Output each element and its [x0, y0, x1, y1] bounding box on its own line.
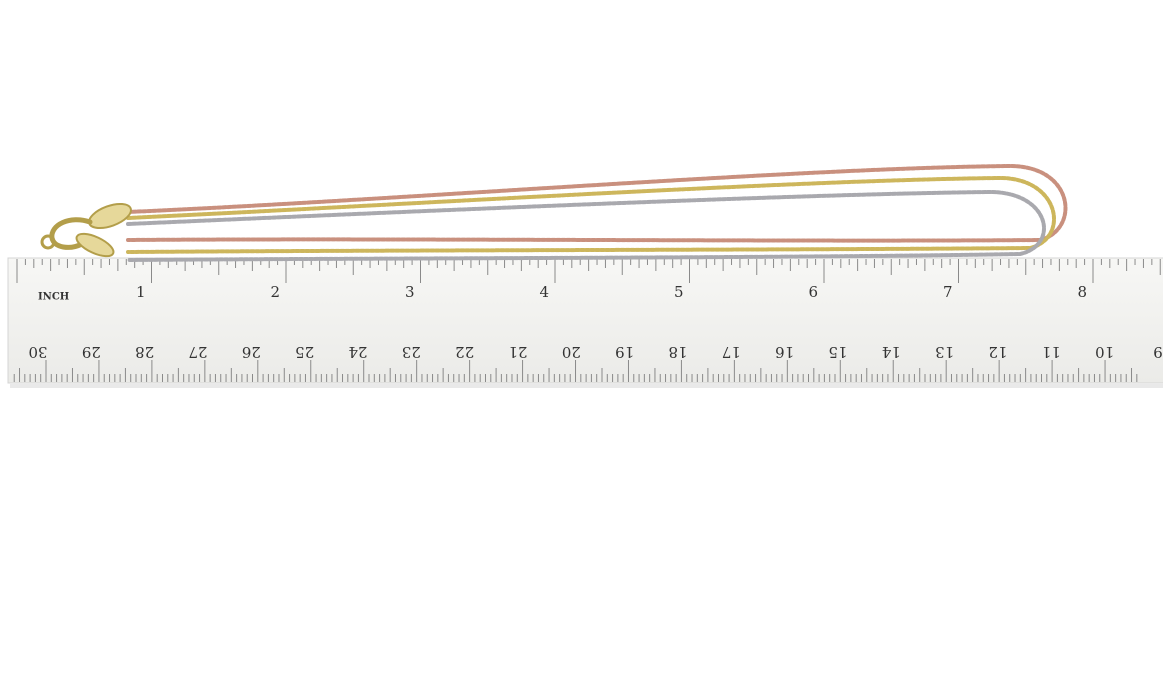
unit-label: INCH	[38, 292, 69, 303]
inch-label: 2	[270, 283, 280, 301]
cm-label: 24	[348, 343, 367, 361]
cm-label: 18	[668, 343, 687, 361]
yellow-gold-strand	[126, 175, 1056, 254]
cm-label: 21	[508, 343, 527, 361]
white-gold-strand	[126, 189, 1046, 262]
ruler-labels: 1 2 3 4 5 6 7 830 29 28 27 26 25 24 23 22 21 20 19 18 17 16 15…	[28, 283, 1162, 361]
cm-label: 19	[615, 343, 634, 361]
cm-label: 26	[242, 343, 261, 361]
inch-label: 3	[405, 283, 415, 301]
ruler-shadow	[10, 384, 1163, 388]
ruler	[7, 257, 1163, 384]
cm-label: 29	[82, 343, 101, 361]
cm-label: 14	[882, 343, 901, 361]
cm-label: 22	[455, 343, 474, 361]
necklace	[40, 163, 1068, 262]
cm-label: 20	[562, 343, 581, 361]
cm-label: 25	[295, 343, 314, 361]
inch-label: 8	[1077, 283, 1087, 301]
cm-label: 13	[935, 343, 954, 361]
cm-label: 12	[988, 343, 1007, 361]
inch-label: 6	[808, 283, 818, 301]
clasp	[40, 202, 132, 258]
rose-gold-strand	[126, 163, 1068, 243]
inch-label: 4	[539, 283, 549, 301]
cm-label: 16	[775, 343, 794, 361]
cm-label: 9	[1153, 343, 1163, 361]
inch-label: 5	[674, 283, 684, 301]
cm-label: 11	[1042, 343, 1061, 361]
cm-label: 23	[402, 343, 421, 361]
ruler-ticks	[13, 259, 1161, 382]
cm-label: 30	[28, 343, 47, 361]
cm-label: 10	[1095, 343, 1114, 361]
cm-label: 15	[828, 343, 847, 361]
inch-label: 7	[943, 283, 953, 301]
cm-label: 27	[188, 343, 207, 361]
cm-label: 28	[135, 343, 154, 361]
cm-label: 17	[722, 343, 741, 361]
inch-label: 1	[136, 283, 146, 301]
